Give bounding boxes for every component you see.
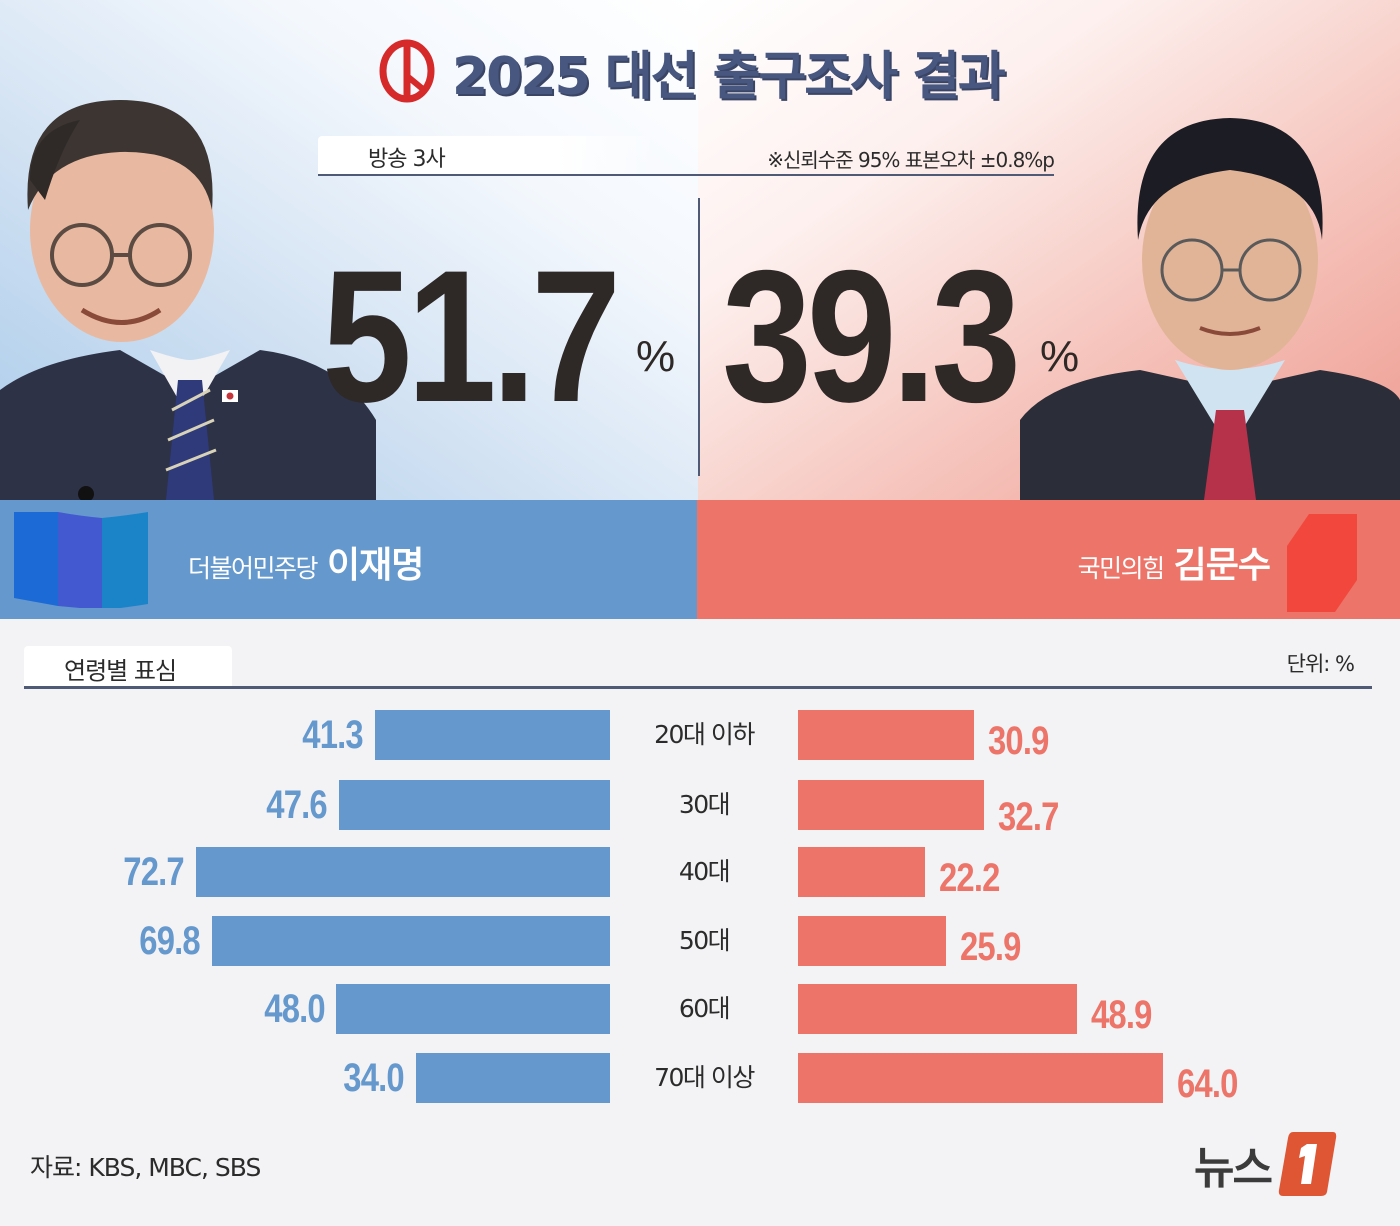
bar-right: [798, 984, 1077, 1034]
bar-left: [195, 847, 610, 897]
age-group-label: 60대: [678, 994, 731, 1023]
candidate-right-share: 39.3: [722, 231, 1021, 441]
center-divider: [698, 198, 700, 476]
bar-left-value: 41.3: [302, 713, 363, 757]
bar-right: [798, 710, 975, 760]
bar-left: [374, 710, 610, 760]
candidate-right-banner: 국민의힘 김문수: [697, 500, 1400, 619]
candidate-left-photo: [0, 100, 376, 500]
bar-right-value: 30.9: [988, 719, 1049, 763]
bar-left-value: 34.0: [343, 1056, 405, 1100]
source-tab-label: 방송 3사: [368, 147, 446, 172]
age-bar-chart: 41.3 20대 이하 30.9 47.6 30대 32.7 72.7 40대 22.2 69.8…: [0, 700, 1400, 1110]
people-power-party-emblem-icon: [1287, 514, 1357, 612]
democratic-party-flag-icon: [14, 512, 148, 608]
title-text: 2025 대선 출구조사 결과: [452, 46, 1006, 107]
candidate-right-party: 국민의힘: [1077, 554, 1166, 583]
age-group-label: 30대: [678, 790, 731, 819]
candidate-left-label: 더불어민주당 이재명: [188, 536, 424, 588]
candidate-right-photo: [1020, 118, 1400, 500]
bar-right: [798, 1053, 1163, 1103]
margin-of-error-note: ※신뢰수준 95% 표본오차 ±0.8%p: [767, 148, 1055, 172]
candidate-left-percent-sign: %: [636, 332, 676, 381]
bar-right-value: 25.9: [959, 925, 1021, 969]
age-section-title: 연령별 표심: [64, 657, 177, 685]
candidate-left-name: 이재명: [327, 545, 424, 586]
candidate-left-party: 더불어민주당: [188, 554, 319, 583]
ballot-stamp-icon: [379, 39, 435, 103]
bar-right: [798, 780, 985, 830]
bar-left-value: 69.8: [139, 919, 201, 963]
candidate-left-banner: 더불어민주당 이재명: [0, 500, 697, 619]
age-row: 47.6 30대 32.7: [0, 780, 1400, 839]
age-row: 48.0 60대 48.9: [0, 984, 1400, 1037]
logo-text: 뉴스: [1194, 1143, 1273, 1194]
bar-left: [338, 780, 610, 830]
bar-right-value: 48.9: [1090, 993, 1152, 1037]
data-source: 자료: KBS, MBC, SBS: [30, 1153, 261, 1182]
age-row: 69.8 50대 25.9: [0, 916, 1400, 969]
age-section-header: 연령별 표심 단위: %: [24, 646, 1372, 689]
age-section-tab: [24, 646, 232, 686]
bar-left-value: 47.6: [266, 783, 327, 827]
age-group-label: 70대 이상: [654, 1063, 755, 1092]
age-group-label: 40대: [678, 857, 731, 886]
bar-left: [416, 1053, 610, 1103]
source-tab: [318, 136, 658, 174]
candidate-right-label: 국민의힘 김문수: [1077, 536, 1271, 588]
bar-right-value: 22.2: [938, 856, 1000, 900]
candidate-right-name: 김문수: [1173, 545, 1271, 586]
bar-right: [798, 916, 946, 966]
bar-left: [212, 916, 610, 966]
unit-label: 단위: %: [1286, 652, 1355, 676]
news1-logo: 뉴스: [1194, 1130, 1337, 1198]
bar-left: [336, 984, 610, 1034]
age-group-label: 50대: [678, 926, 731, 955]
survey-subheader: 방송 3사 ※신뢰수준 95% 표본오차 ±0.8%p: [318, 136, 1055, 176]
hero-section: 2025 대선 출구조사 결과 방송 3사 ※신뢰수준 95% 표본오차 ±0.…: [0, 0, 1400, 500]
news1-badge-icon: [1278, 1132, 1337, 1196]
bar-right-value: 32.7: [998, 795, 1059, 839]
candidate-left-share: 51.7: [322, 231, 621, 441]
age-row: 34.0 70대 이상 64.0: [0, 1053, 1400, 1106]
bar-right-value: 64.0: [1176, 1062, 1238, 1106]
bar-right: [798, 847, 925, 897]
bar-left-value: 72.7: [123, 850, 184, 894]
bar-left-value: 48.0: [263, 987, 325, 1031]
age-group-label: 20대 이하: [654, 720, 755, 749]
page-title: 2025 대선 출구조사 결과: [376, 36, 1006, 107]
candidate-right-percent-sign: %: [1040, 332, 1080, 381]
age-row: 41.3 20대 이하 30.9: [0, 710, 1400, 763]
age-row: 72.7 40대 22.2: [0, 847, 1400, 900]
